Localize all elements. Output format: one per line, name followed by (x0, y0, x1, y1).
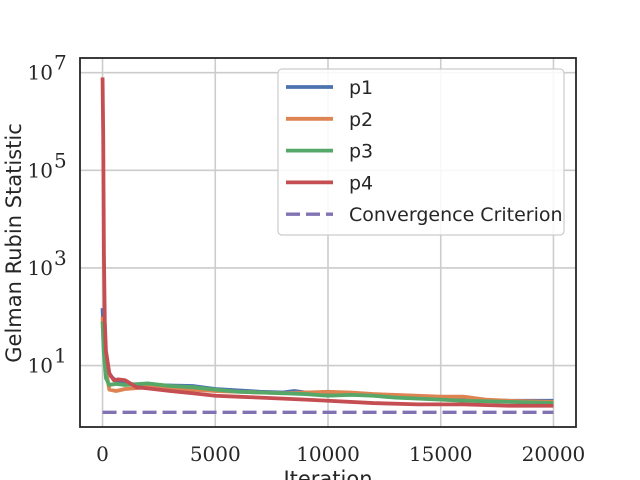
series-lines (100, 77, 554, 415)
legend-box (277, 68, 565, 236)
y-tick-exponent: 3 (54, 246, 67, 270)
legend-label: p2 (349, 109, 373, 131)
y-tick-label: 10 3 (28, 246, 67, 280)
y-tick-label: 10 7 (28, 51, 67, 85)
y-tick-exponent: 7 (54, 51, 67, 75)
series-line-p4 (100, 77, 554, 408)
y-tick-base: 10 (28, 61, 53, 85)
y-tick-exponent: 1 (54, 344, 67, 368)
legend-label: Convergence Criterion (349, 204, 563, 226)
plot-frame (79, 57, 577, 428)
series-line-p3 (100, 321, 554, 405)
x-tick-labels: 0 5000 10000 15000 20000 (96, 442, 585, 466)
y-tick-label: 10 1 (28, 344, 67, 378)
y-tick-label: 10 5 (28, 148, 67, 182)
x-tick-label: 20000 (522, 442, 586, 466)
x-tick-label: 5000 (190, 442, 241, 466)
legend-label: p3 (349, 141, 373, 163)
y-axis-label: Gelman Rubin Statistic (2, 123, 26, 363)
y-tick-base: 10 (28, 158, 53, 182)
y-tick-base: 10 (28, 256, 53, 280)
x-tick-label: 10000 (296, 442, 360, 466)
y-tick-exponent: 5 (54, 148, 67, 172)
x-tick-label: 0 (96, 442, 109, 466)
legend: p1 p2 p3 p4 Convergence Criterion (277, 68, 565, 236)
y-tick-base: 10 (28, 354, 53, 378)
x-axis-label: Iteration (283, 467, 372, 480)
legend-label: p4 (349, 172, 373, 194)
legend-label: p1 (349, 77, 373, 99)
x-tick-label: 15000 (409, 442, 473, 466)
